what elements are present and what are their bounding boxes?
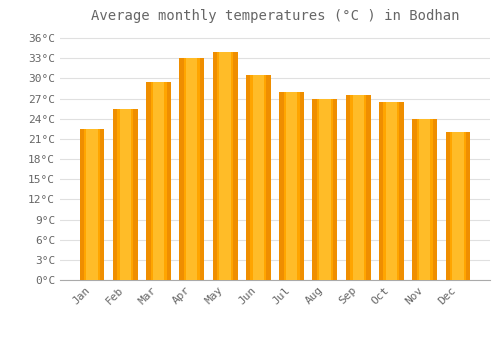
- Bar: [312, 99, 338, 280]
- Bar: [212, 51, 238, 280]
- Bar: [146, 82, 171, 280]
- Bar: [246, 75, 250, 280]
- Bar: [346, 95, 350, 280]
- Bar: [180, 58, 184, 280]
- Bar: [86, 129, 98, 280]
- Bar: [312, 99, 317, 280]
- Bar: [333, 99, 338, 280]
- Bar: [466, 132, 470, 280]
- Bar: [366, 95, 370, 280]
- Bar: [400, 102, 404, 280]
- Bar: [186, 58, 198, 280]
- Bar: [452, 132, 464, 280]
- Bar: [320, 99, 330, 280]
- Bar: [146, 82, 150, 280]
- Bar: [379, 102, 404, 280]
- Bar: [233, 51, 237, 280]
- Bar: [100, 129, 104, 280]
- Bar: [266, 75, 271, 280]
- Bar: [246, 75, 271, 280]
- Bar: [379, 102, 384, 280]
- Bar: [212, 51, 217, 280]
- Bar: [432, 119, 437, 280]
- Bar: [80, 129, 84, 280]
- Bar: [253, 75, 264, 280]
- Bar: [113, 108, 138, 280]
- Bar: [446, 132, 470, 280]
- Bar: [113, 108, 117, 280]
- Bar: [279, 92, 304, 280]
- Bar: [300, 92, 304, 280]
- Bar: [286, 92, 297, 280]
- Bar: [200, 58, 204, 280]
- Bar: [120, 108, 131, 280]
- Bar: [386, 102, 397, 280]
- Bar: [166, 82, 171, 280]
- Bar: [279, 92, 283, 280]
- Bar: [346, 95, 370, 280]
- Bar: [134, 108, 138, 280]
- Bar: [446, 132, 450, 280]
- Bar: [180, 58, 204, 280]
- Bar: [419, 119, 430, 280]
- Bar: [220, 51, 230, 280]
- Bar: [412, 119, 437, 280]
- Bar: [153, 82, 164, 280]
- Title: Average monthly temperatures (°C ) in Bodhan: Average monthly temperatures (°C ) in Bo…: [91, 9, 459, 23]
- Bar: [352, 95, 364, 280]
- Bar: [412, 119, 416, 280]
- Bar: [80, 129, 104, 280]
